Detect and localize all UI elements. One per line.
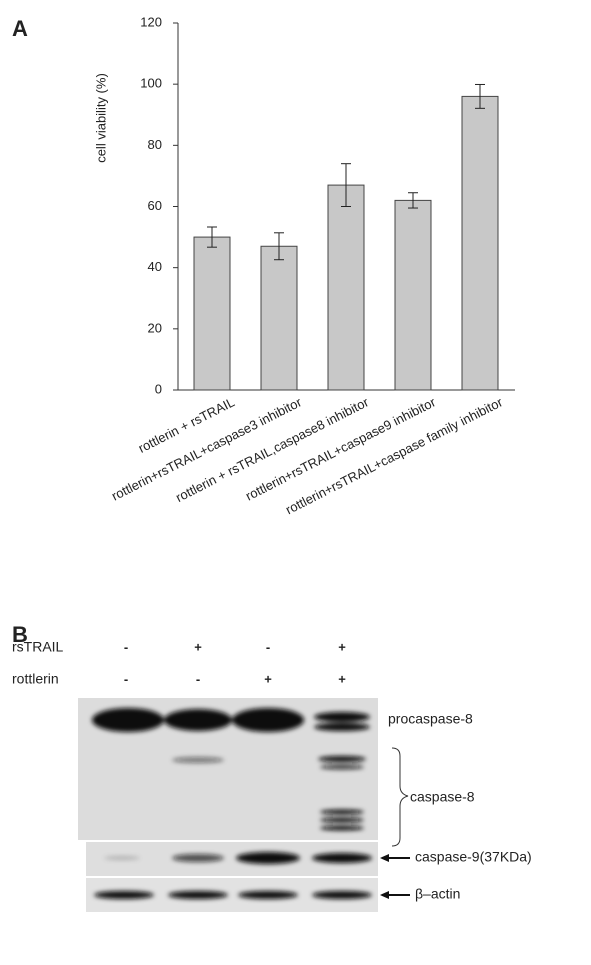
- y-tick-label: 120: [140, 14, 162, 29]
- y-axis-title: cell viability (%): [93, 73, 108, 163]
- condition-sign: -: [124, 639, 128, 654]
- bar: [261, 246, 297, 390]
- condition-sign: +: [194, 639, 202, 654]
- condition-sign: -: [266, 639, 270, 654]
- bar: [395, 200, 431, 390]
- condition-sign: -: [196, 671, 200, 686]
- band-label: caspase-9(37KDa): [415, 849, 532, 865]
- condition-sign: +: [264, 671, 272, 686]
- bar: [462, 96, 498, 390]
- row-label: rsTRAIL: [12, 639, 64, 655]
- condition-sign: +: [338, 639, 346, 654]
- figure: A cell viability (%) B rsTRAIL rottlerin…: [0, 0, 591, 965]
- blot: [78, 698, 410, 912]
- panel-label: A: [12, 16, 28, 41]
- condition-sign: -: [124, 671, 128, 686]
- condition-sign: +: [338, 671, 346, 686]
- y-tick-label: 60: [148, 198, 162, 213]
- y-tick-label: 80: [148, 137, 162, 152]
- y-tick-label: 20: [148, 320, 162, 335]
- y-tick-label: 40: [148, 259, 162, 274]
- row-label: rottlerin: [12, 671, 59, 687]
- y-tick-label: 100: [140, 76, 162, 91]
- bar: [194, 237, 230, 390]
- band-label: caspase-8: [410, 789, 475, 805]
- bar: [328, 185, 364, 390]
- band-label: β–actin: [415, 886, 460, 902]
- band-label: procaspase-8: [388, 711, 473, 727]
- y-tick-label: 0: [155, 381, 162, 396]
